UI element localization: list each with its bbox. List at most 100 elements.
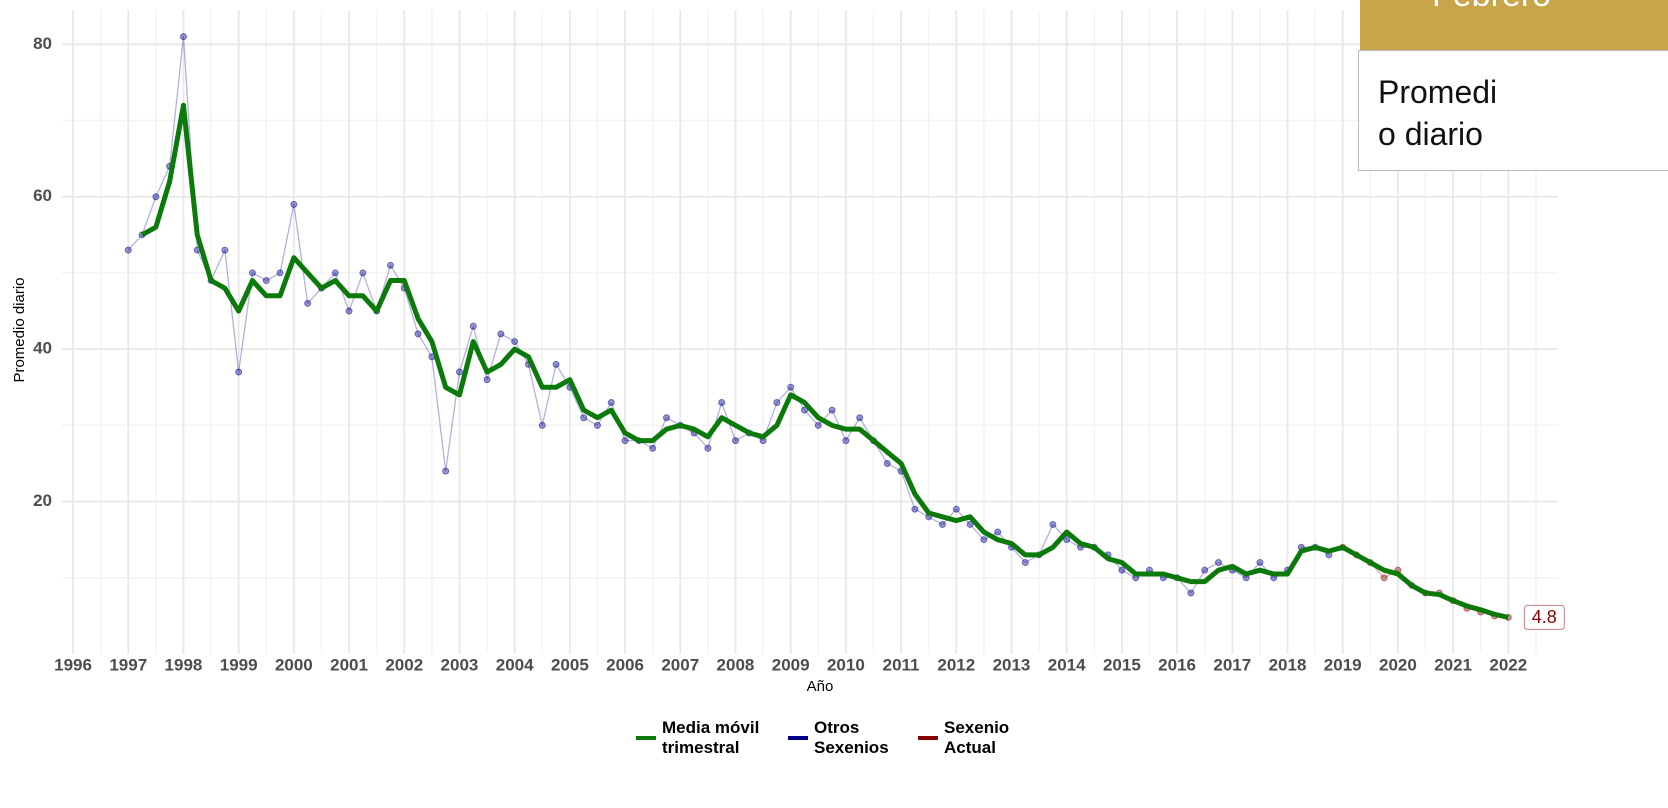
data-point — [1256, 559, 1264, 567]
data-point — [800, 406, 808, 414]
annotation-box — [1523, 604, 1565, 630]
x-tick-label: 2017 — [1213, 655, 1251, 674]
x-tick-label: 2008 — [717, 655, 755, 674]
x-tick-label: 1998 — [165, 655, 203, 674]
y-tick-label: 20 — [33, 491, 52, 510]
x-tick-label: 2021 — [1434, 655, 1472, 674]
y-axis-label: Promedio diario — [11, 277, 28, 382]
data-point — [414, 330, 422, 338]
x-tick-label: 2015 — [1103, 655, 1141, 674]
x-tick-label: 2007 — [661, 655, 699, 674]
legend-label: Sexenio Actual — [944, 718, 1010, 757]
data-point — [511, 338, 519, 346]
data-point — [538, 421, 546, 429]
grid — [62, 10, 1558, 654]
data-point — [1215, 559, 1223, 567]
data-point — [1118, 566, 1126, 574]
x-tick-label: 1996 — [54, 655, 92, 674]
x-tick-label: 2012 — [937, 655, 975, 674]
data-point — [731, 437, 739, 445]
x-tick-label: 2020 — [1379, 655, 1417, 674]
y-tick-label: 60 — [33, 186, 52, 205]
data-point — [235, 368, 243, 376]
data-point — [469, 322, 477, 330]
x-tick-label: 2004 — [496, 655, 534, 674]
data-point — [994, 528, 1002, 536]
data-point — [952, 505, 960, 513]
legend-item: Sexenio Actual — [918, 718, 1034, 758]
x-tick-label: 2019 — [1324, 655, 1362, 674]
data-point — [152, 193, 160, 201]
data-point — [828, 406, 836, 414]
y-tick-label: 40 — [33, 339, 52, 358]
data-point — [290, 200, 298, 208]
legend-item: Otros Sexenios — [788, 718, 904, 758]
data-point — [483, 376, 491, 384]
x-tick-label: 2001 — [330, 655, 368, 674]
data-point — [580, 414, 588, 422]
data-point — [607, 398, 615, 406]
data-point — [980, 536, 988, 544]
x-tick-label: 2010 — [827, 655, 865, 674]
x-tick-label: 2006 — [606, 655, 644, 674]
data-point — [1380, 574, 1388, 582]
header-text: Febrero — [1432, 0, 1551, 15]
data-point — [621, 437, 629, 445]
x-tick-label: 2014 — [1048, 655, 1086, 674]
legend-label: Media móvil trimestral — [662, 718, 760, 757]
legend-key — [636, 736, 656, 740]
x-tick-label: 2002 — [385, 655, 423, 674]
data-point — [386, 261, 394, 269]
data-point — [455, 368, 463, 376]
data-point — [124, 246, 132, 254]
data-point — [966, 520, 974, 528]
legend: Media móvil trimestral Otros Sexenios Sexe… — [636, 718, 1034, 758]
x-axis-label: Año — [807, 678, 834, 695]
data-point — [938, 520, 946, 528]
x-tick-label: 2003 — [441, 655, 479, 674]
data-point — [1187, 589, 1195, 597]
data-point — [179, 33, 187, 41]
data-point — [842, 437, 850, 445]
data-point — [276, 269, 284, 277]
x-tick-label: 2018 — [1269, 655, 1307, 674]
x-tick-label: 2011 — [883, 655, 920, 674]
data-point — [704, 444, 712, 452]
data-point — [856, 414, 864, 422]
x-tick-label: 2022 — [1489, 655, 1527, 674]
y-tick-label: 80 — [33, 34, 52, 53]
x-tick-label: 1999 — [220, 655, 258, 674]
data-point — [773, 398, 781, 406]
legend-label: Otros Sexenios — [814, 718, 889, 757]
x-tick-label: 2013 — [993, 655, 1031, 674]
annotation-label: 4.8 — [1532, 607, 1557, 627]
data-point — [649, 444, 657, 452]
data-point — [442, 467, 450, 475]
info-line: o diario — [1378, 116, 1483, 152]
data-point — [497, 330, 505, 338]
data-point — [221, 246, 229, 254]
data-point — [359, 269, 367, 277]
data-point — [1063, 536, 1071, 544]
info-box: Promedi o diario — [1358, 50, 1668, 171]
legend-key — [788, 736, 808, 740]
x-tick-label: 1997 — [109, 655, 147, 674]
data-point — [331, 269, 339, 277]
data-point — [345, 307, 353, 315]
legend-key — [918, 736, 938, 740]
x-tick-label: 2005 — [551, 655, 589, 674]
data-point — [718, 398, 726, 406]
data-point — [787, 383, 795, 391]
x-tick-label: 2016 — [1158, 655, 1196, 674]
legend-item: Media móvil trimestral — [636, 718, 774, 758]
data-point — [593, 421, 601, 429]
moving-average-line — [140, 102, 1509, 620]
data-point — [1021, 559, 1029, 567]
data-point — [248, 269, 256, 277]
data-point — [662, 414, 670, 422]
data-point — [911, 505, 919, 513]
data-point — [1201, 566, 1209, 574]
header-box: Febrero — [1360, 0, 1668, 50]
